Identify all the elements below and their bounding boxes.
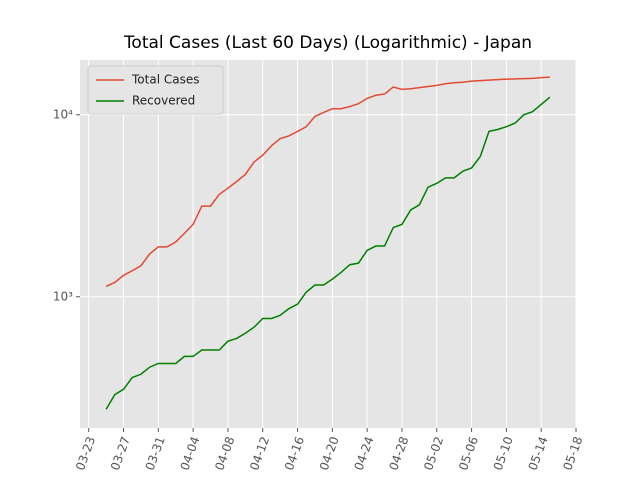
x-tick-label: 03-27 — [108, 435, 133, 473]
x-tick-label: 03-23 — [73, 435, 98, 473]
x-tick-label: 03-31 — [143, 435, 168, 473]
x-tick-label: 04-08 — [212, 435, 237, 473]
x-tick-label: 05-10 — [491, 435, 516, 473]
legend-label: Recovered — [132, 94, 195, 108]
x-tick-label: 04-04 — [178, 435, 203, 473]
x-tick-label: 05-06 — [456, 435, 481, 473]
x-tick-label: 05-14 — [526, 435, 551, 473]
y-tick-label: 10³ — [53, 289, 73, 303]
x-tick-label: 05-02 — [421, 435, 446, 473]
plot-area — [80, 60, 576, 428]
x-tick-label: 04-20 — [317, 435, 342, 473]
x-tick-label: 05-18 — [560, 435, 585, 473]
x-tick-label: 04-24 — [352, 435, 377, 473]
x-tick-label: 04-28 — [386, 435, 411, 473]
legend-label: Total Cases — [131, 73, 199, 87]
y-tick-label: 10⁴ — [53, 107, 73, 121]
series-line — [105, 96, 551, 410]
x-tick-label: 04-12 — [247, 435, 272, 473]
chart-title: Total Cases (Last 60 Days) (Logarithmic)… — [123, 33, 532, 53]
legend-box — [87, 65, 224, 115]
series-line — [105, 76, 550, 288]
x-tick-label: 04-16 — [282, 435, 307, 473]
